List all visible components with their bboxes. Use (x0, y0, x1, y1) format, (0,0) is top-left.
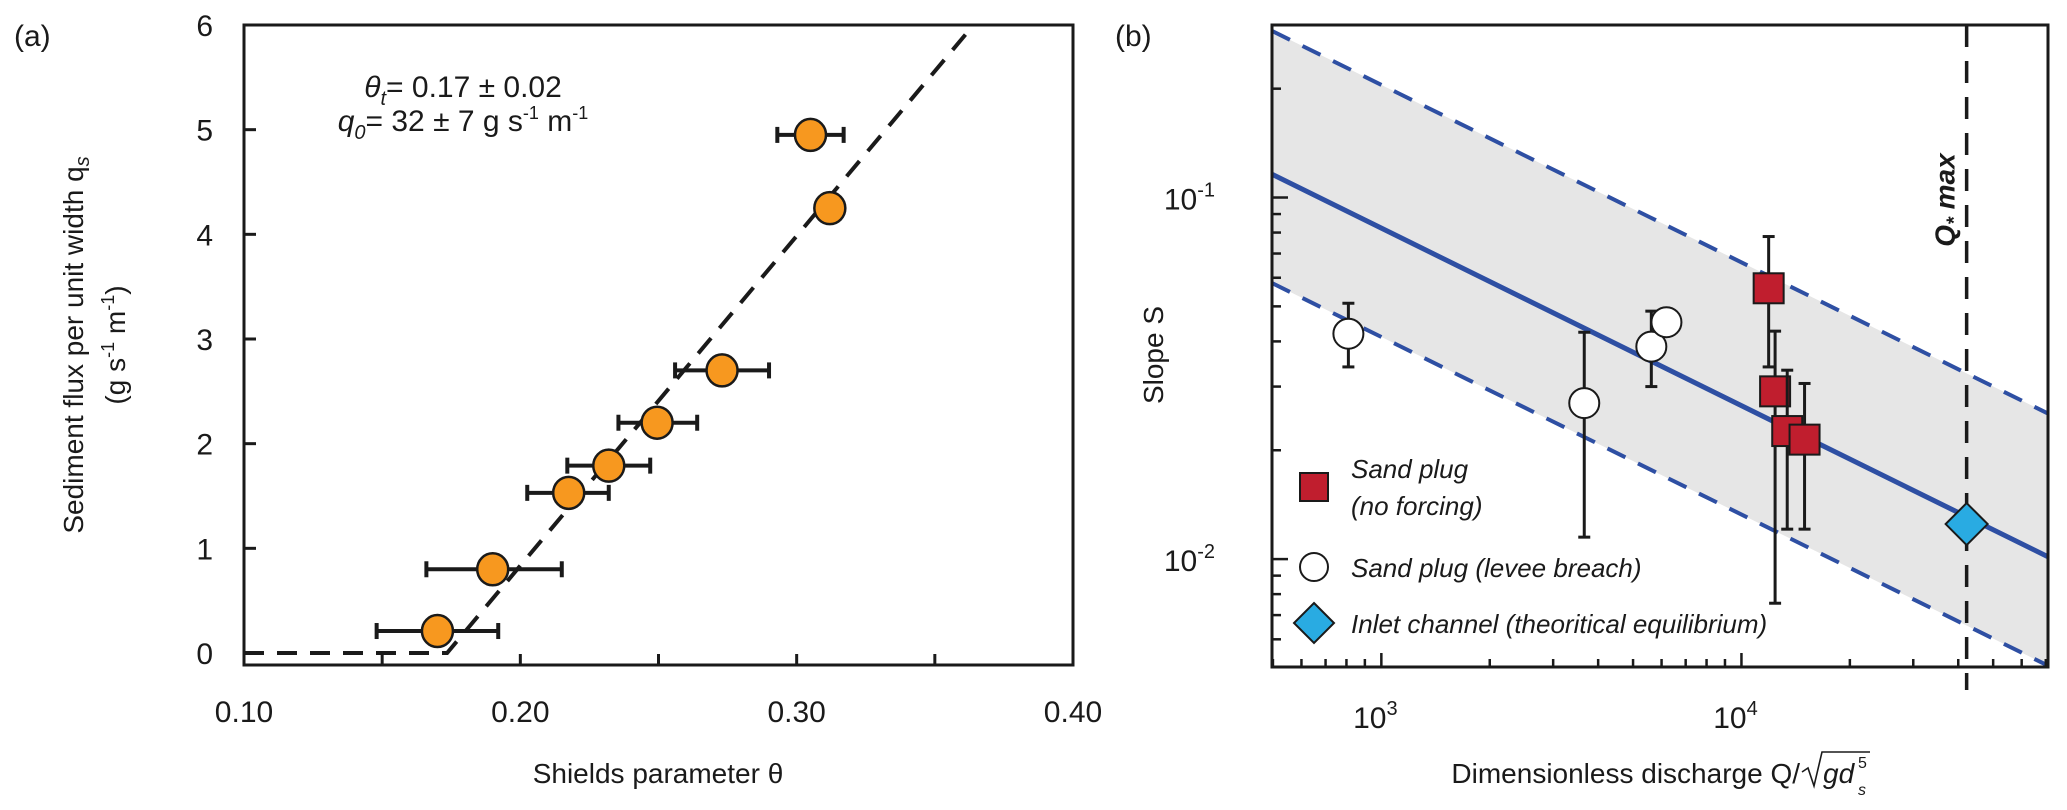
legend-diamond-icon (1292, 601, 1336, 645)
data-point (775, 117, 846, 153)
white-circle-marker (1332, 317, 1365, 350)
legend-item: Sand plug (no forcing) (1299, 454, 1483, 521)
legend-label: Sand plug (levee breach) (1351, 553, 1642, 583)
x-tick-label: 0.30 (767, 696, 825, 729)
fit-line (1272, 171, 2048, 560)
orange-circle-marker (592, 448, 626, 483)
legend-label: Sand plug (1351, 454, 1469, 484)
panel-a-label: (a) (14, 20, 51, 53)
data-point (1650, 306, 1683, 339)
annotation-theta-t: θt= 0.17 ± 0.02 (364, 71, 562, 110)
x-tick-label: 104 (1713, 698, 1758, 735)
data-point (374, 613, 501, 649)
qmax-label: Q* max (1930, 152, 1966, 247)
data-point (1788, 381, 1821, 531)
red-square-marker (1752, 272, 1785, 305)
data-point (565, 448, 653, 483)
panel-a-marks (244, 23, 976, 655)
panel-b-ticks: 103 104 10-1 10-2 (1164, 87, 2048, 735)
red-square-marker (1759, 375, 1792, 408)
panel-b-xlabel-root: gd (1823, 758, 1856, 789)
y-tick-label: 10-2 (1164, 541, 1215, 578)
data-point (525, 475, 611, 511)
data-point (1759, 329, 1792, 605)
y-tick-label: 4 (196, 219, 213, 252)
upper-bound-line (1272, 29, 2048, 416)
panel-a-ylabel-line2: (g s-1 m-1) (98, 285, 131, 404)
red-square-marker (1788, 423, 1821, 456)
panel-a-xlabel: Shields parameter θ (533, 758, 784, 789)
annotation-q0: q0= 32 ± 7 g s-1 m-1 (338, 103, 589, 144)
y-tick-label: 0 (196, 638, 213, 671)
orange-circle-marker (813, 190, 847, 226)
white-circle-marker (1635, 330, 1668, 363)
panel-b-xlabel-sub: s (1858, 782, 1866, 799)
x-tick-label: 0.20 (491, 696, 549, 729)
panel-a-ticks: 0.10 0.20 0.30 0.40 0 1 2 3 4 5 6 (196, 10, 1102, 729)
orange-circle-marker (793, 117, 828, 153)
orange-circle-marker (475, 552, 510, 587)
x-tick-label: 103 (1353, 698, 1398, 735)
x-tick-label: 0.40 (1044, 696, 1102, 729)
blue-diamond-marker (1944, 501, 1990, 547)
panel-b: (b) 103 104 10-1 10-2 Sand plug (no forcing)… (1115, 20, 2050, 799)
orange-circle-marker (640, 405, 674, 440)
data-point (424, 552, 564, 587)
x-tick-label: 0.10 (215, 696, 273, 729)
data-point (616, 405, 700, 440)
y-tick-label: 10-1 (1164, 180, 1215, 217)
y-tick-label: 1 (196, 533, 213, 566)
y-tick-label: 5 (196, 115, 213, 148)
white-circle-marker (1568, 387, 1601, 420)
panel-b-frame (1270, 23, 2050, 669)
legend-circle-icon (1299, 552, 1329, 582)
y-tick-label: 2 (196, 429, 213, 462)
data-point (1752, 235, 1785, 369)
orange-circle-marker (420, 613, 455, 649)
y-tick-label: 6 (196, 10, 213, 43)
data-point (813, 190, 847, 226)
panel-a: (a) 0.10 0.20 0.30 0.40 0 1 2 3 4 5 6 θt= 0.17 ± 0… (14, 10, 1102, 789)
orange-circle-marker (551, 475, 586, 511)
panel-b-xlabel: Dimensionless discharge Q/ gd s 5 (1451, 751, 1870, 799)
panel-b-xlabel-sup: 5 (1858, 755, 1867, 772)
panel-b-ylabel: Slope S (1138, 306, 1169, 404)
panel-b-legend: Sand plug (no forcing) Sand plug (levee br… (1292, 454, 1767, 645)
panel-b-points (1332, 25, 1990, 690)
lower-bound-line (1272, 281, 2048, 667)
data-point (1944, 501, 1990, 547)
legend-square-icon (1299, 472, 1329, 502)
panel-b-xlabel-text: Dimensionless discharge Q/ (1451, 758, 1800, 789)
sqrt-sign (1801, 751, 1870, 789)
data-point (1332, 301, 1365, 369)
panel-a-ylabel-line1: Sediment flux per unit width qs (58, 156, 94, 533)
legend-item: Sand plug (levee breach) (1299, 552, 1642, 583)
legend-label: Inlet channel (theoritical equilibrium) (1351, 609, 1767, 639)
y-tick-label: 3 (196, 324, 213, 357)
panel-b-label: (b) (1115, 20, 1152, 53)
legend-item: Inlet channel (theoritical equilibrium) (1292, 601, 1767, 645)
data-point (1568, 330, 1601, 539)
white-circle-marker (1650, 306, 1683, 339)
data-point (673, 353, 772, 388)
legend-label: (no forcing) (1351, 491, 1483, 521)
orange-circle-marker (705, 353, 739, 388)
fit-line (244, 23, 976, 655)
